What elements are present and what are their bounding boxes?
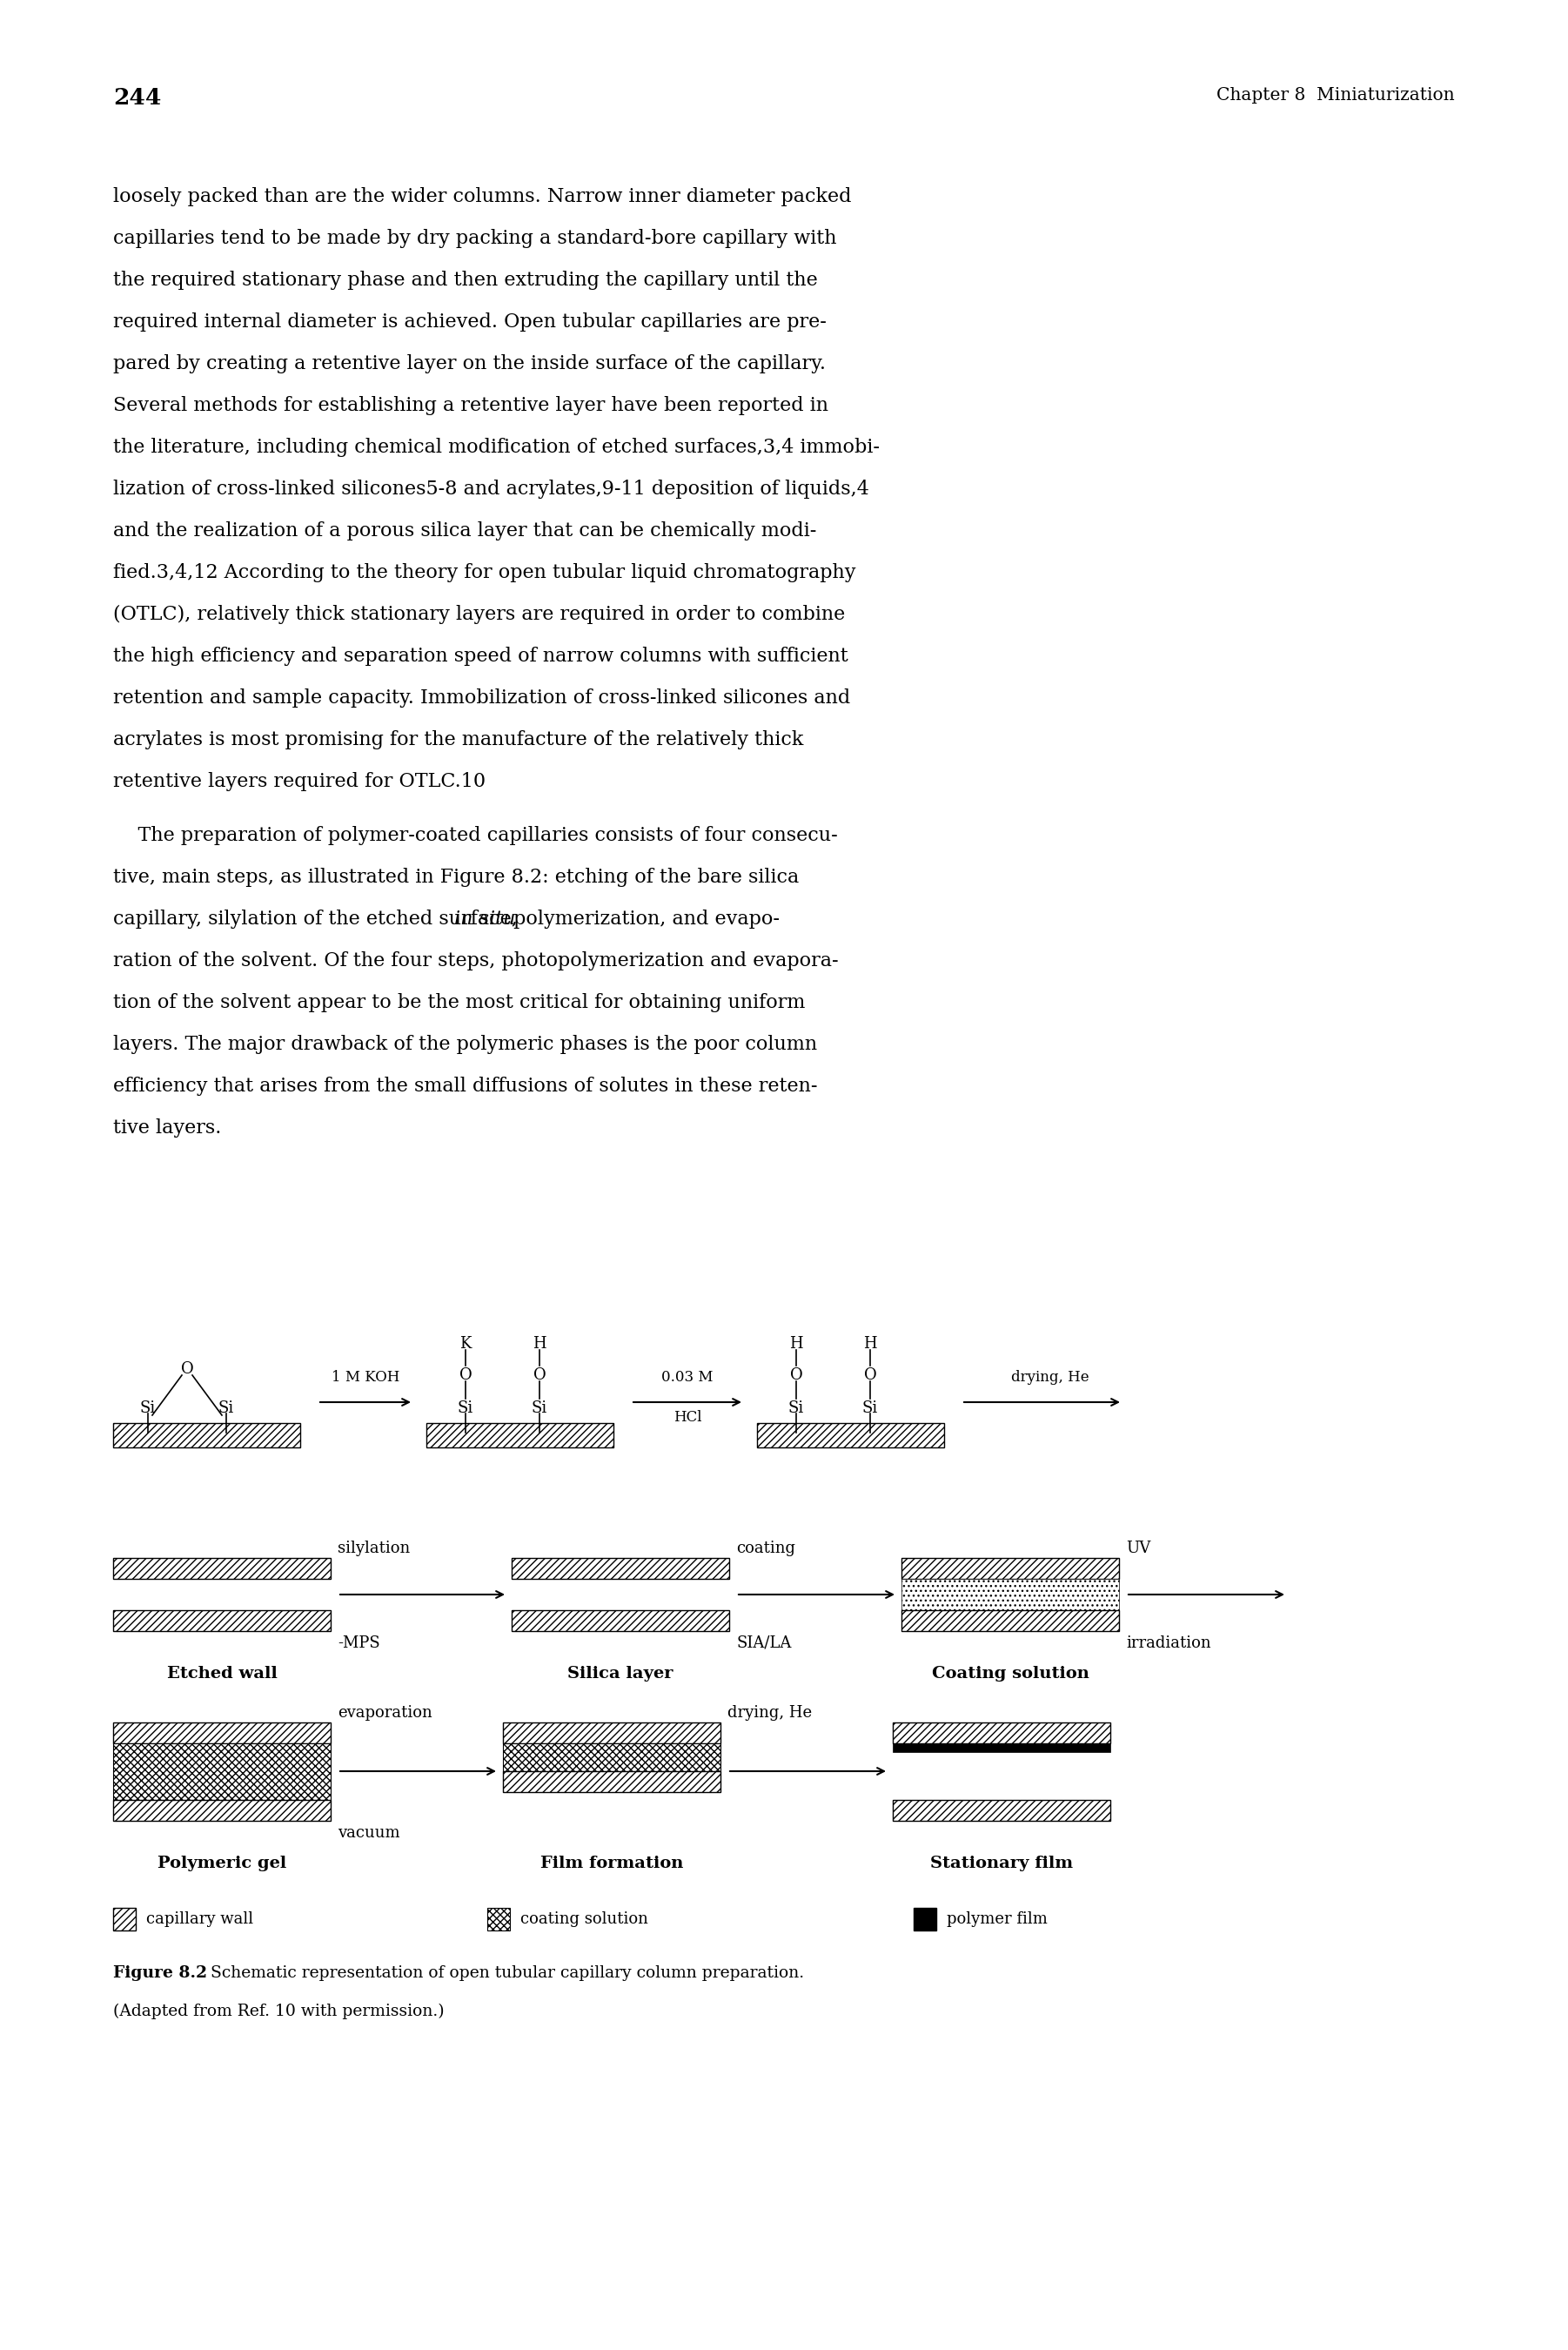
Text: loosely packed than are the wider columns. Narrow inner diameter packed: loosely packed than are the wider column… bbox=[113, 188, 851, 207]
Text: Si: Si bbox=[789, 1401, 804, 1417]
Text: O: O bbox=[790, 1368, 803, 1384]
Bar bbox=[113, 1558, 331, 1579]
Text: Silica layer: Silica layer bbox=[568, 1666, 673, 1683]
Bar bbox=[503, 1744, 720, 1772]
Text: capillary, silylation of the etched surface,: capillary, silylation of the etched surf… bbox=[113, 909, 524, 928]
Text: tive layers.: tive layers. bbox=[113, 1119, 221, 1137]
Text: O: O bbox=[459, 1368, 472, 1384]
Text: (Adapted from Ref. 10 with permission.): (Adapted from Ref. 10 with permission.) bbox=[113, 2005, 444, 2019]
Text: Chapter 8  Miniaturization: Chapter 8 Miniaturization bbox=[1217, 87, 1455, 103]
Bar bbox=[113, 1800, 331, 1821]
Bar bbox=[113, 1723, 331, 1744]
Text: acrylates is most promising for the manufacture of the relatively thick: acrylates is most promising for the manu… bbox=[113, 731, 803, 750]
Text: UV: UV bbox=[1126, 1542, 1151, 1556]
Text: 0.03 M: 0.03 M bbox=[662, 1370, 713, 1384]
Bar bbox=[902, 1579, 1120, 1610]
Bar bbox=[892, 1744, 1110, 1753]
Text: Figure 8.2: Figure 8.2 bbox=[113, 1965, 207, 1981]
Text: retentive layers required for OTLC.10: retentive layers required for OTLC.10 bbox=[113, 773, 486, 792]
Text: Si: Si bbox=[458, 1401, 474, 1417]
Text: in situ: in situ bbox=[455, 909, 516, 928]
Bar bbox=[113, 1424, 299, 1448]
Text: drying, He: drying, He bbox=[728, 1706, 812, 1720]
Text: Si: Si bbox=[140, 1401, 155, 1417]
Text: The preparation of polymer-coated capillaries consists of four consecu-: The preparation of polymer-coated capill… bbox=[113, 825, 837, 846]
Text: Si: Si bbox=[862, 1401, 878, 1417]
Text: O: O bbox=[533, 1368, 546, 1384]
Text: 244: 244 bbox=[113, 87, 162, 108]
Bar bbox=[113, 1908, 136, 1929]
Text: drying, He: drying, He bbox=[1011, 1370, 1090, 1384]
Text: polymerization, and evapo-: polymerization, and evapo- bbox=[508, 909, 779, 928]
Text: pared by creating a retentive layer on the inside surface of the capillary.: pared by creating a retentive layer on t… bbox=[113, 355, 826, 374]
Text: capillaries tend to be made by dry packing a standard-bore capillary with: capillaries tend to be made by dry packi… bbox=[113, 228, 837, 249]
Bar bbox=[113, 1744, 331, 1800]
Text: Etched wall: Etched wall bbox=[166, 1666, 278, 1683]
Text: required internal diameter is achieved. Open tubular capillaries are pre-: required internal diameter is achieved. … bbox=[113, 313, 826, 331]
Text: capillary wall: capillary wall bbox=[146, 1911, 254, 1927]
Text: (OTLC), relatively thick stationary layers are required in order to combine: (OTLC), relatively thick stationary laye… bbox=[113, 604, 845, 625]
Text: SIA/LA: SIA/LA bbox=[735, 1636, 792, 1652]
Text: -MPS: -MPS bbox=[337, 1636, 379, 1652]
Text: tive, main steps, as illustrated in Figure 8.2: etching of the bare silica: tive, main steps, as illustrated in Figu… bbox=[113, 867, 800, 886]
Bar bbox=[914, 1908, 936, 1929]
Text: efficiency that arises from the small diffusions of solutes in these reten-: efficiency that arises from the small di… bbox=[113, 1076, 817, 1095]
Bar bbox=[902, 1610, 1120, 1631]
Text: fied.3,4,12 According to the theory for open tubular liquid chromatography: fied.3,4,12 According to the theory for … bbox=[113, 564, 856, 583]
Text: coating: coating bbox=[735, 1542, 795, 1556]
Text: vacuum: vacuum bbox=[337, 1826, 400, 1840]
Text: O: O bbox=[864, 1368, 877, 1384]
Text: evaporation: evaporation bbox=[337, 1706, 433, 1720]
Bar bbox=[503, 1772, 720, 1793]
Text: layers. The major drawback of the polymeric phases is the poor column: layers. The major drawback of the polyme… bbox=[113, 1034, 817, 1055]
Text: H: H bbox=[864, 1337, 877, 1351]
Text: lization of cross-linked silicones5-8 and acrylates,9-11 deposition of liquids,4: lization of cross-linked silicones5-8 an… bbox=[113, 479, 869, 498]
Bar bbox=[113, 1610, 331, 1631]
Text: Coating solution: Coating solution bbox=[931, 1666, 1088, 1683]
Text: Si: Si bbox=[218, 1401, 234, 1417]
Text: Polymeric gel: Polymeric gel bbox=[157, 1856, 287, 1871]
Text: the required stationary phase and then extruding the capillary until the: the required stationary phase and then e… bbox=[113, 270, 818, 289]
Text: Stationary film: Stationary film bbox=[930, 1856, 1073, 1871]
Bar bbox=[426, 1424, 613, 1448]
Text: H: H bbox=[789, 1337, 803, 1351]
Text: the high efficiency and separation speed of narrow columns with sufficient: the high efficiency and separation speed… bbox=[113, 646, 848, 665]
Text: and the realization of a porous silica layer that can be chemically modi-: and the realization of a porous silica l… bbox=[113, 522, 817, 540]
Text: H: H bbox=[533, 1337, 546, 1351]
Text: O: O bbox=[180, 1361, 193, 1377]
Bar bbox=[511, 1558, 729, 1579]
Text: Schematic representation of open tubular capillary column preparation.: Schematic representation of open tubular… bbox=[201, 1965, 804, 1981]
Bar bbox=[757, 1424, 944, 1448]
Bar bbox=[503, 1723, 720, 1744]
Text: coating solution: coating solution bbox=[521, 1911, 648, 1927]
Bar bbox=[892, 1800, 1110, 1821]
Text: retention and sample capacity. Immobilization of cross-linked silicones and: retention and sample capacity. Immobiliz… bbox=[113, 689, 850, 707]
Text: K: K bbox=[459, 1337, 472, 1351]
Text: Si: Si bbox=[532, 1401, 547, 1417]
Text: HCl: HCl bbox=[673, 1410, 701, 1424]
Bar bbox=[488, 1908, 510, 1929]
Text: the literature, including chemical modification of etched surfaces,3,4 immobi-: the literature, including chemical modif… bbox=[113, 437, 880, 456]
Text: 1 M KOH: 1 M KOH bbox=[331, 1370, 400, 1384]
Text: Several methods for establishing a retentive layer have been reported in: Several methods for establishing a reten… bbox=[113, 397, 828, 416]
Text: irradiation: irradiation bbox=[1126, 1636, 1210, 1652]
Bar bbox=[511, 1610, 729, 1631]
Text: tion of the solvent appear to be the most critical for obtaining uniform: tion of the solvent appear to be the mos… bbox=[113, 994, 806, 1013]
Text: Film formation: Film formation bbox=[541, 1856, 684, 1871]
Text: ration of the solvent. Of the four steps, photopolymerization and evapora-: ration of the solvent. Of the four steps… bbox=[113, 952, 839, 971]
Bar bbox=[892, 1723, 1110, 1744]
Bar bbox=[902, 1558, 1120, 1579]
Text: silylation: silylation bbox=[337, 1542, 411, 1556]
Text: polymer film: polymer film bbox=[947, 1911, 1047, 1927]
